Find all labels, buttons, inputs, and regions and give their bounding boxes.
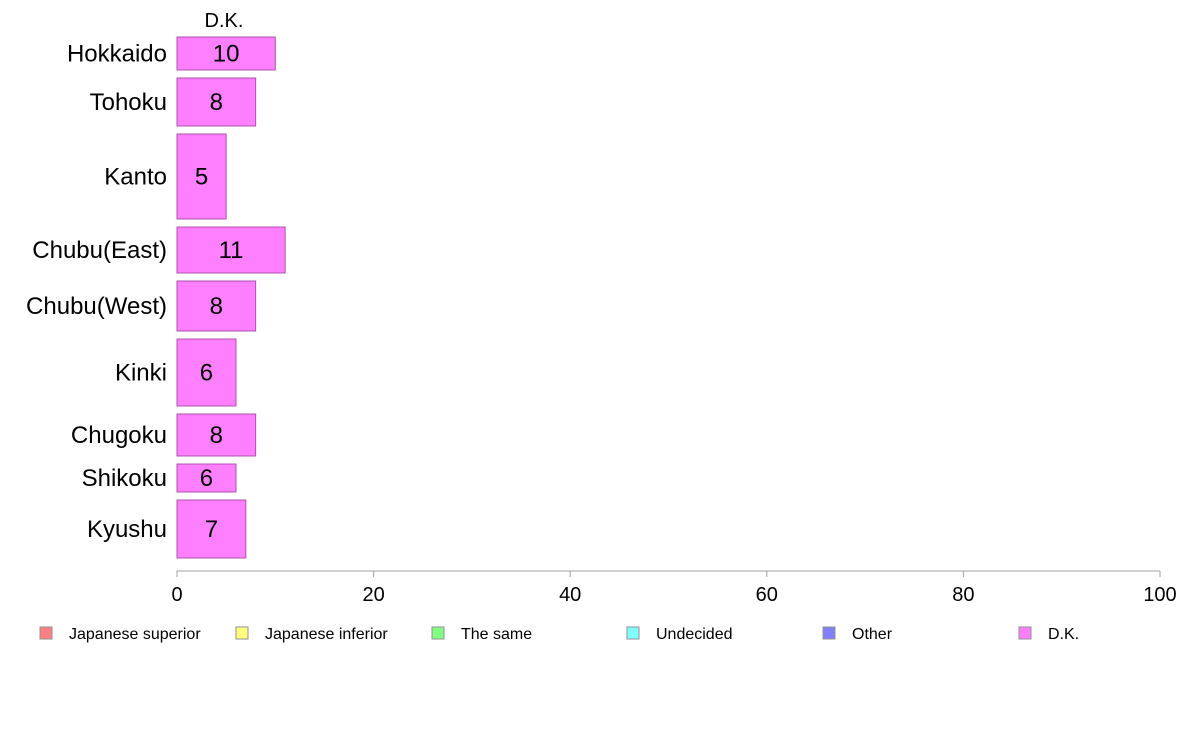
category-label: Kyushu — [87, 516, 167, 543]
bar — [176, 499, 247, 559]
category-label: Tohoku — [90, 89, 167, 116]
data-label: 8 — [210, 293, 223, 320]
legend-label: Japanese inferior — [265, 626, 388, 643]
bar — [176, 280, 257, 332]
x-tick-label: 20 — [362, 584, 384, 606]
x-tick-label: 40 — [559, 584, 581, 606]
data-label: 10 — [213, 41, 240, 68]
bar — [176, 413, 257, 457]
legend-label: The same — [461, 626, 532, 643]
legend-swatch — [235, 626, 249, 640]
category-label: Chubu(West) — [26, 293, 167, 320]
bar — [176, 463, 237, 493]
x-axis: 0 20 40 60 80 100 — [171, 570, 1177, 606]
legend: Japanese superior Japanese inferior The sa… — [39, 626, 1079, 643]
bar — [176, 36, 276, 71]
legend-swatch — [626, 626, 640, 640]
chart-column-title: D.K. — [205, 10, 244, 32]
data-label: 6 — [200, 465, 213, 492]
category-label: Hokkaido — [67, 41, 167, 68]
data-label: 7 — [205, 516, 218, 543]
bar — [176, 133, 227, 220]
x-tick-label: 60 — [756, 584, 778, 606]
data-label: 6 — [200, 360, 213, 387]
data-label: 8 — [210, 422, 223, 449]
data-label: 8 — [210, 89, 223, 116]
data-label: 5 — [195, 164, 208, 191]
legend-label: D.K. — [1048, 626, 1079, 643]
category-label: Chubu(East) — [32, 237, 167, 264]
data-label: 11 — [219, 237, 244, 264]
legend-label: Other — [852, 626, 893, 643]
legend-label: Undecided — [656, 626, 733, 643]
category-label: Kanto — [104, 164, 167, 191]
category-label: Kinki — [115, 360, 167, 387]
x-tick-label: 0 — [171, 584, 182, 606]
category-label: Chugoku — [71, 422, 167, 449]
legend-swatch — [431, 626, 445, 640]
bar — [176, 77, 257, 127]
legend-swatch — [822, 626, 836, 640]
legend-label: Japanese superior — [69, 626, 201, 643]
bar — [176, 338, 237, 407]
x-tick-label: 100 — [1143, 584, 1176, 606]
legend-swatch — [1018, 626, 1032, 640]
legend-swatch — [39, 626, 53, 640]
x-tick-label: 80 — [952, 584, 974, 606]
bar — [176, 226, 286, 274]
bars-group: Hokkaido 10 Tohoku 8 Kanto 5 Chubu(East) 11 Chub… — [26, 36, 286, 559]
category-label: Shikoku — [82, 465, 167, 492]
